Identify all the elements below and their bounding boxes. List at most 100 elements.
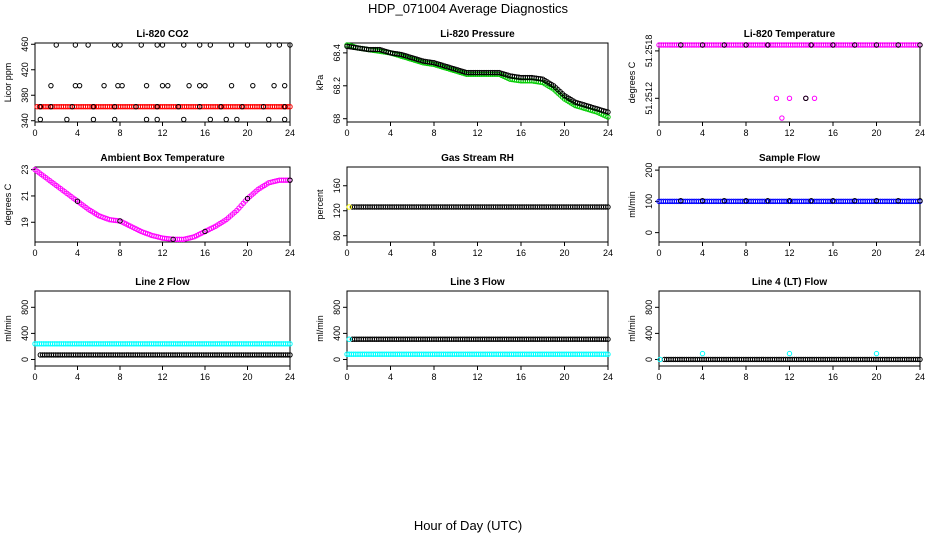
series-pressure-1 xyxy=(344,43,611,115)
plot-frame xyxy=(34,166,291,243)
data-point xyxy=(699,198,706,204)
data-point xyxy=(196,82,203,89)
data-point xyxy=(287,104,293,110)
y-tick-label: 0 xyxy=(20,357,30,362)
data-point xyxy=(90,104,97,110)
data-point xyxy=(915,356,921,363)
data-point xyxy=(603,351,609,357)
y-tick-label: 380 xyxy=(20,88,30,103)
data-point xyxy=(202,82,208,89)
data-point xyxy=(239,104,245,110)
y-tick-label: 100 xyxy=(644,194,654,209)
y-tick-label: 800 xyxy=(332,300,342,315)
x-tick-label: 16 xyxy=(828,128,838,138)
data-point xyxy=(196,42,203,48)
data-point xyxy=(48,104,54,110)
data-point xyxy=(605,336,611,342)
panel-title-pressure: Li-820 Pressure xyxy=(440,29,515,40)
data-point xyxy=(281,116,288,123)
y-tick-label: 68 xyxy=(332,114,342,124)
data-point xyxy=(159,82,166,89)
data-point xyxy=(37,116,44,123)
data-point xyxy=(115,82,121,89)
x-tick-label: 0 xyxy=(344,128,349,138)
x-tick-label: 16 xyxy=(200,128,210,138)
x-tick-label: 0 xyxy=(656,128,661,138)
x-tick-label: 24 xyxy=(285,128,295,138)
data-point xyxy=(657,356,663,363)
data-point xyxy=(346,204,352,210)
data-point xyxy=(765,198,771,204)
y-tick-label: 68.2 xyxy=(332,77,342,95)
data-point xyxy=(786,350,793,357)
data-point xyxy=(111,104,118,110)
x-tick-label: 0 xyxy=(32,372,37,382)
data-point xyxy=(699,42,706,48)
y-tick-label: 80 xyxy=(332,231,342,241)
x-tick-label: 4 xyxy=(700,248,705,258)
x-tick-label: 24 xyxy=(603,248,613,258)
x-tick-label: 20 xyxy=(871,372,881,382)
data-point xyxy=(917,42,923,48)
data-point xyxy=(266,42,272,48)
x-tick-label: 24 xyxy=(603,372,613,382)
x-tick-label: 4 xyxy=(75,372,80,382)
x-tick-label: 20 xyxy=(242,248,252,258)
x-tick-label: 0 xyxy=(656,248,661,258)
y-tick-label: 800 xyxy=(644,300,654,315)
series-temperature-1 xyxy=(678,42,923,48)
y-axis-label-sampleflow: ml/min xyxy=(627,191,637,218)
data-point xyxy=(605,114,611,120)
data-point xyxy=(537,76,544,82)
data-point xyxy=(830,42,836,48)
data-point xyxy=(743,42,749,48)
series-rh-0 xyxy=(349,204,611,210)
x-tick-label: 0 xyxy=(344,372,349,382)
data-point xyxy=(138,42,144,48)
panel-line4: Line 4 (LT) Flow 0 4 8 12 16 20 24 0 400 800 ml/min xyxy=(627,277,925,382)
y-tick-label: 51.2512 xyxy=(644,82,654,115)
panel-title-line2: Line 2 Flow xyxy=(135,277,190,288)
x-tick-label: 8 xyxy=(743,128,748,138)
data-point xyxy=(196,104,203,110)
series-temperature-4 xyxy=(803,95,809,102)
x-tick-label: 8 xyxy=(431,248,436,258)
series-line4-1 xyxy=(657,350,880,363)
y-axis-label-line4: ml/min xyxy=(627,315,637,342)
y-tick-label: 160 xyxy=(332,178,342,193)
series-ambient-1 xyxy=(74,177,293,243)
x-tick-label: 0 xyxy=(32,248,37,258)
data-point xyxy=(170,236,176,243)
y-axis-label-line3: ml/min xyxy=(315,315,325,342)
data-point xyxy=(37,104,44,110)
data-point xyxy=(133,104,139,110)
panel-title-line3: Line 3 Flow xyxy=(450,277,505,288)
data-point xyxy=(895,42,901,48)
y-tick-label: 340 xyxy=(20,113,30,128)
x-tick-label: 16 xyxy=(516,248,526,258)
data-point xyxy=(605,204,611,210)
data-point xyxy=(76,82,83,89)
y-tick-label: 400 xyxy=(644,326,654,341)
data-point xyxy=(786,198,793,204)
y-axis-label-pressure: kPa xyxy=(315,75,325,91)
plot-frame xyxy=(658,166,921,243)
data-point xyxy=(244,42,251,48)
x-tick-label: 24 xyxy=(915,372,925,382)
series-rh-1 xyxy=(346,204,352,210)
data-point xyxy=(285,352,291,358)
data-point xyxy=(202,228,208,235)
x-tick-label: 12 xyxy=(157,372,167,382)
x-tick-label: 4 xyxy=(75,248,80,258)
data-point xyxy=(605,351,611,357)
data-point xyxy=(917,198,923,204)
data-point xyxy=(285,104,291,110)
data-point xyxy=(287,177,293,183)
x-tick-label: 8 xyxy=(117,128,122,138)
y-axis-label-temperature: degrees C xyxy=(627,61,637,103)
series-ambient-0 xyxy=(32,166,293,243)
data-point xyxy=(276,42,283,48)
panel-rh: Gas Stream RH 0 4 8 12 16 20 24 80 120 160 percent xyxy=(315,153,613,258)
data-point xyxy=(678,42,684,48)
